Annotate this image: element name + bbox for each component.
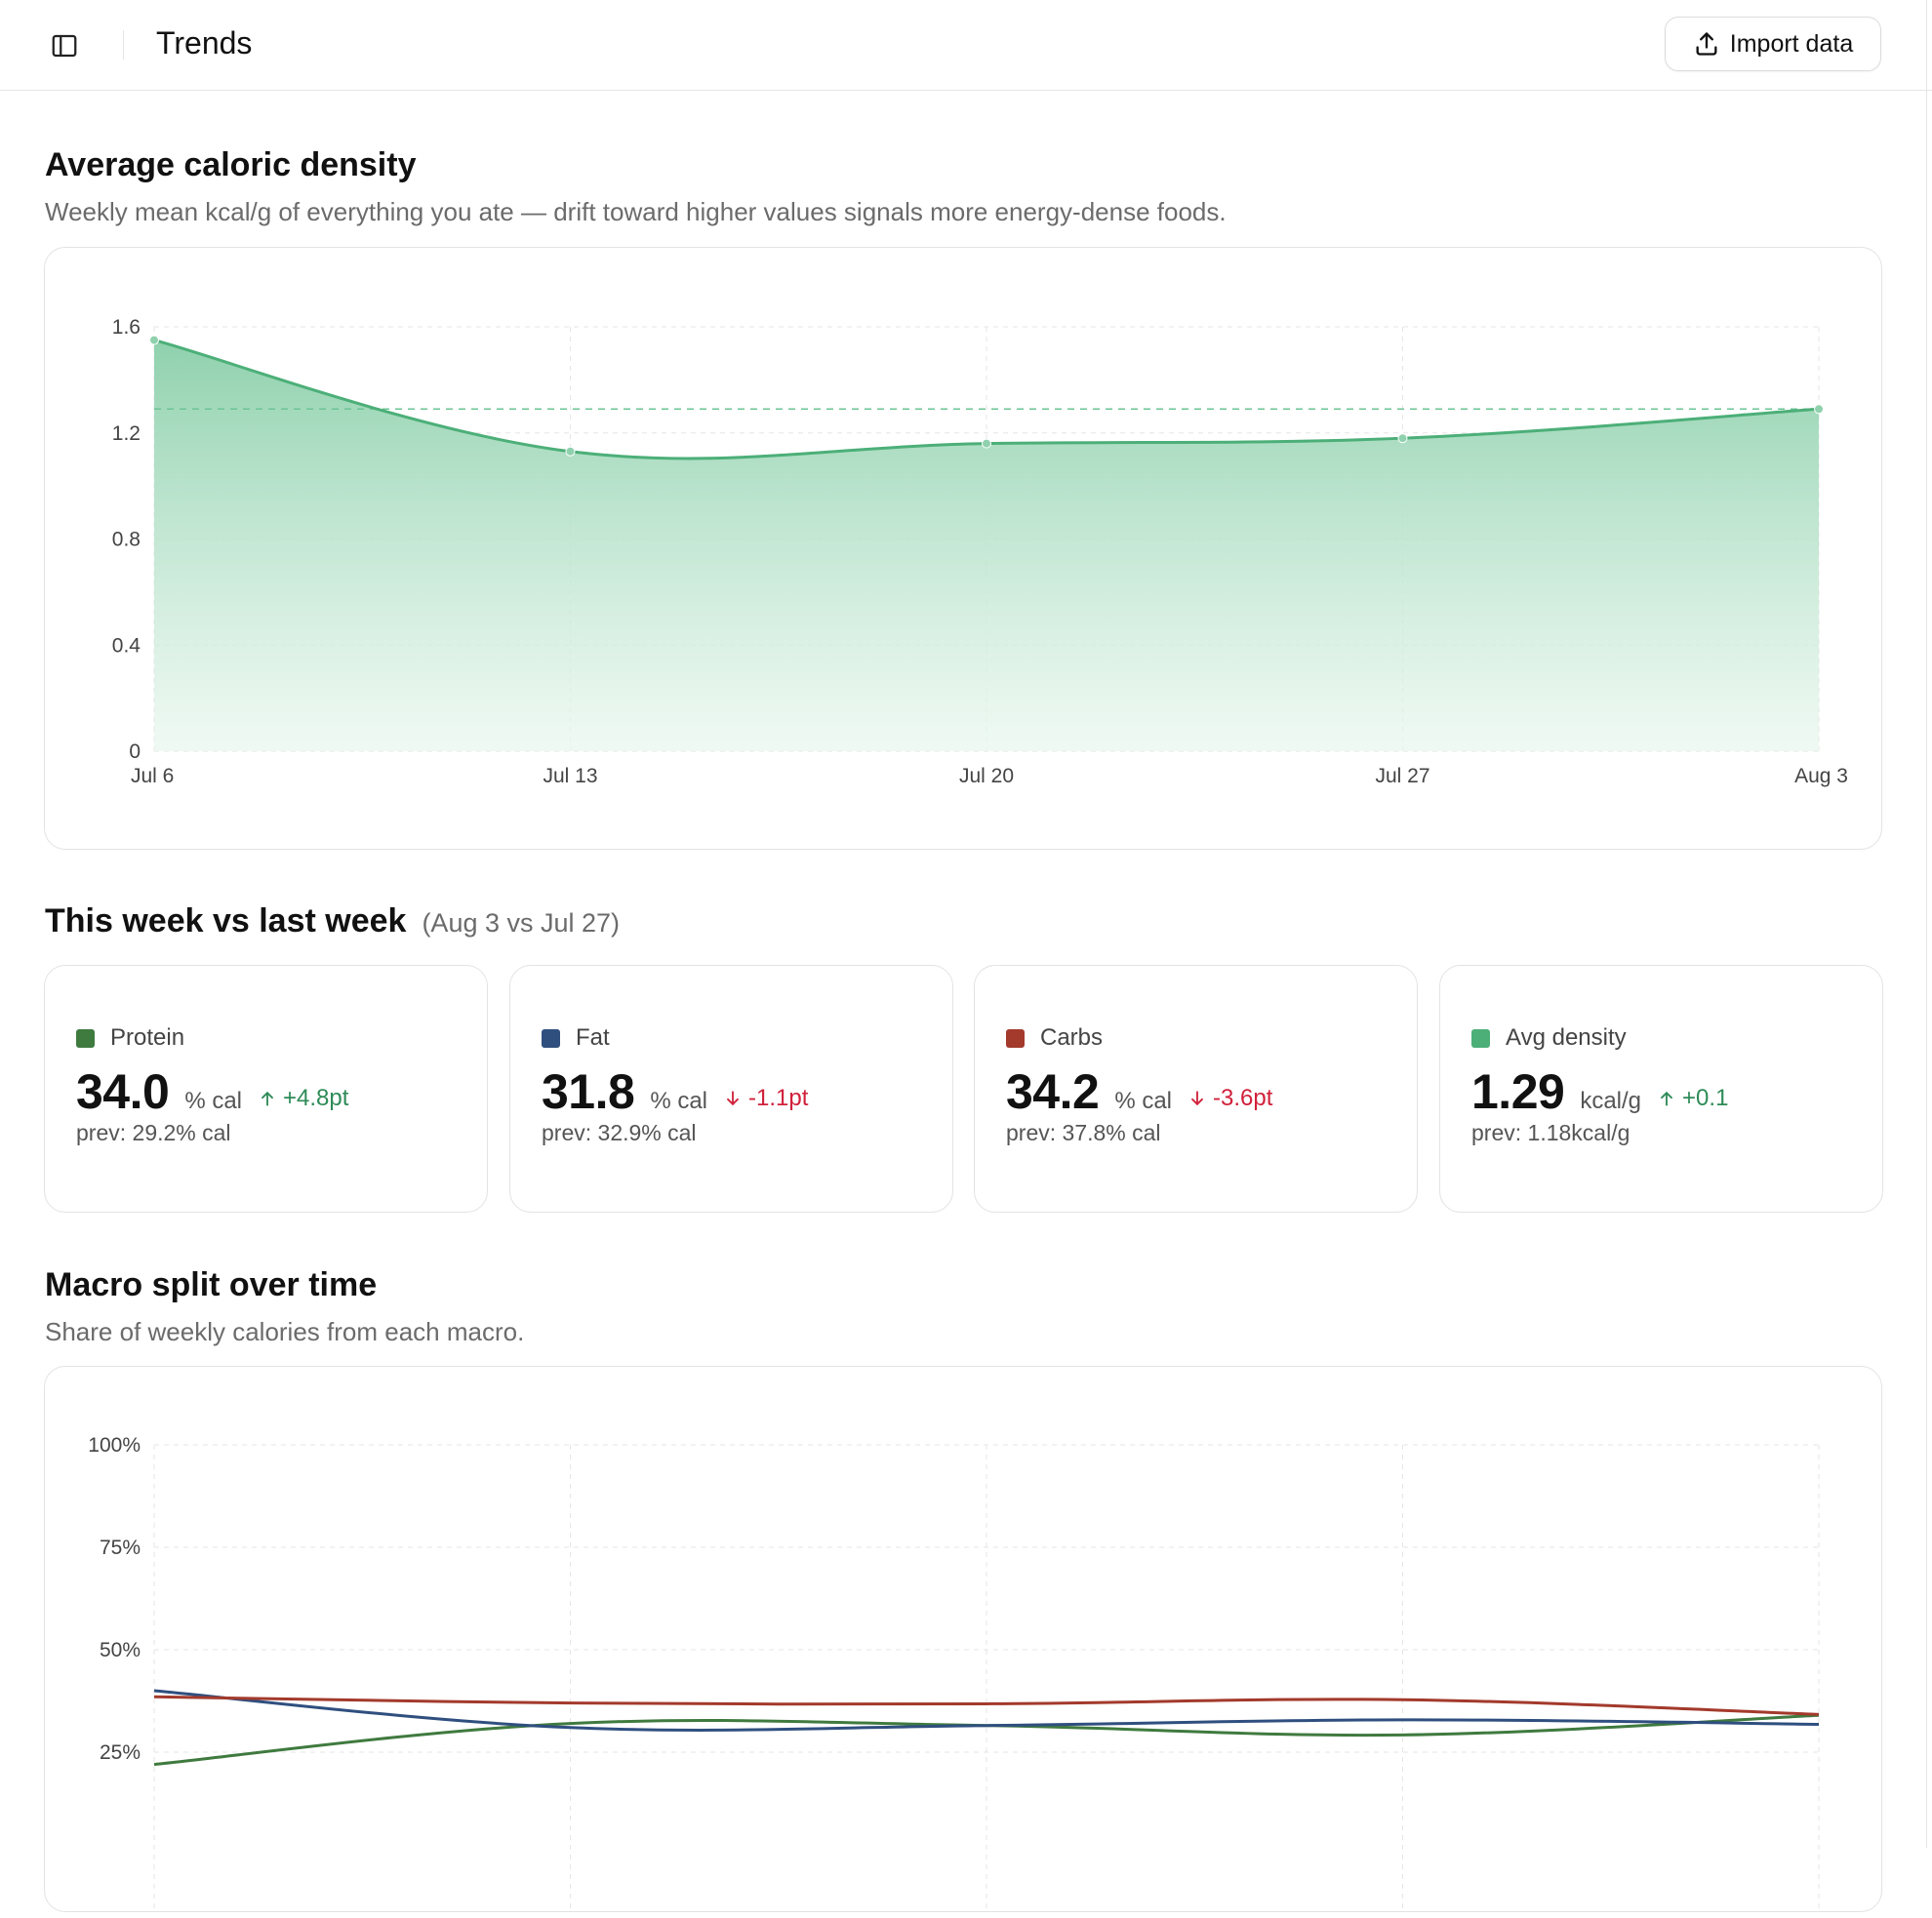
stat-main: 1.29 kcal/g +0.1 [1471, 1063, 1728, 1120]
density-chart-card: 0 0.4 0.8 1.2 1.6 Jul 6 Jul 13 Jul 20 Jul 27 Aug … [44, 247, 1882, 850]
sidebar-panel-icon [52, 34, 77, 58]
legend-swatch [76, 1028, 95, 1048]
y-tick-label: 1.6 [112, 316, 141, 339]
stat-delta: +4.8pt [258, 1085, 348, 1112]
stat-unit: kcal/g [1580, 1088, 1642, 1114]
legend-swatch [1006, 1028, 1025, 1048]
stat-label-text: Avg density [1506, 1024, 1627, 1051]
macro-chart-card: 25% 50% 75% 100% [44, 1366, 1882, 1913]
stat-delta-text: +0.1 [1682, 1085, 1729, 1111]
stat-prev: prev: 32.9% cal [542, 1120, 697, 1145]
x-tick-label: Jul 6 [131, 765, 174, 787]
series-line-carbs [153, 1695, 1820, 1716]
legend-swatch [1471, 1028, 1490, 1048]
import-data-label: Import data [1729, 29, 1854, 58]
y-tick-label: 1.2 [112, 422, 141, 445]
density-point[interactable] [1814, 404, 1824, 415]
comparison-title: This week vs last week [45, 902, 407, 939]
comparison-dates: (Aug 3 vs Jul 27) [422, 908, 621, 938]
import-data-button[interactable]: Import data [1665, 17, 1881, 71]
stat-value: 31.8 [542, 1064, 635, 1119]
series-line-fat [153, 1689, 1820, 1732]
stat-value: 34.0 [76, 1064, 170, 1119]
stat-label: Carbs [1006, 1024, 1103, 1052]
stat-delta-text: -1.1pt [748, 1085, 809, 1111]
density-title: Average caloric density [45, 146, 417, 183]
density-chart: 0 0.4 0.8 1.2 1.6 Jul 6 Jul 13 Jul 20 Jul 27 Aug … [112, 316, 1848, 787]
density-subtitle: Weekly mean kcal/g of everything you ate… [45, 197, 1227, 226]
stat-delta: -3.6pt [1187, 1085, 1272, 1112]
density-point[interactable] [982, 438, 991, 449]
x-tick-label: Aug 3 [1794, 765, 1848, 787]
stat-label: Fat [542, 1024, 610, 1052]
stat-prev: prev: 29.2% cal [76, 1120, 231, 1145]
stat-label: Protein [76, 1024, 184, 1052]
legend-swatch [542, 1028, 560, 1048]
y-tick-label: 50% [100, 1639, 141, 1661]
stat-prev: prev: 37.8% cal [1006, 1120, 1161, 1145]
stat-value: 34.2 [1006, 1064, 1100, 1119]
stat-unit: % cal [650, 1088, 708, 1114]
stat-main: 34.2 % cal -3.6pt [1006, 1063, 1272, 1120]
header-divider [123, 30, 124, 60]
density-point[interactable] [1397, 433, 1408, 444]
y-tick-label: 100% [88, 1434, 141, 1457]
upload-icon [1696, 32, 1717, 56]
y-tick-label: 75% [100, 1537, 141, 1559]
stat-delta-text: +4.8pt [283, 1085, 349, 1111]
stat-main: 31.8 % cal -1.1pt [542, 1063, 808, 1120]
stat-delta: -1.1pt [723, 1085, 808, 1112]
density-point[interactable] [149, 335, 159, 345]
stat-card-protein: Protein 34.0 % cal +4.8pt prev: 29.2% cal [44, 965, 488, 1213]
stat-card-fat: Fat 31.8 % cal -1.1pt prev: 32.9% cal [509, 965, 953, 1213]
macro-chart: 25% 50% 75% 100% [88, 1434, 1820, 1913]
stat-label: Avg density [1471, 1024, 1627, 1052]
y-tick-label: 0.4 [112, 634, 141, 657]
macro-title: Macro split over time [45, 1266, 378, 1303]
stat-unit: % cal [1114, 1088, 1173, 1114]
x-tick-label: Jul 27 [1375, 765, 1429, 787]
y-tick-label: 25% [100, 1741, 141, 1764]
scroll-edge [1926, 0, 1927, 1848]
density-point[interactable] [565, 446, 576, 457]
arrow-up-icon [1661, 1092, 1672, 1106]
y-tick-label: 0.8 [112, 529, 141, 551]
arrow-down-icon [727, 1091, 739, 1105]
stat-card-avg-density: Avg density 1.29 kcal/g +0.1 prev: 1.18kcal/… [1439, 965, 1883, 1213]
comparison-heading: This week vs last week (Aug 3 vs Jul 27) [45, 902, 620, 940]
stat-unit: % cal [184, 1088, 243, 1114]
page-title: Trends [156, 25, 253, 60]
stat-prev: prev: 1.18kcal/g [1471, 1120, 1630, 1145]
sidebar-toggle-button[interactable] [45, 26, 84, 65]
stat-label-text: Carbs [1040, 1024, 1104, 1051]
stat-delta: +0.1 [1657, 1085, 1728, 1112]
macro-subtitle: Share of weekly calories from each macro… [45, 1317, 525, 1346]
x-tick-label: Jul 13 [543, 765, 597, 787]
arrow-down-icon [1191, 1091, 1203, 1105]
stat-value: 1.29 [1471, 1064, 1565, 1119]
stat-label-text: Protein [110, 1024, 185, 1051]
density-area [154, 340, 1819, 751]
x-tick-label: Jul 20 [959, 765, 1014, 787]
stat-delta-text: -3.6pt [1213, 1085, 1273, 1111]
arrow-up-icon [262, 1092, 273, 1106]
stat-card-carbs: Carbs 34.2 % cal -3.6pt prev: 37.8% cal [974, 965, 1418, 1213]
top-bar: Trends Import data [0, 0, 1932, 91]
stat-label-text: Fat [576, 1024, 610, 1051]
stat-main: 34.0 % cal +4.8pt [76, 1063, 348, 1120]
y-tick-label: 0 [129, 740, 141, 763]
